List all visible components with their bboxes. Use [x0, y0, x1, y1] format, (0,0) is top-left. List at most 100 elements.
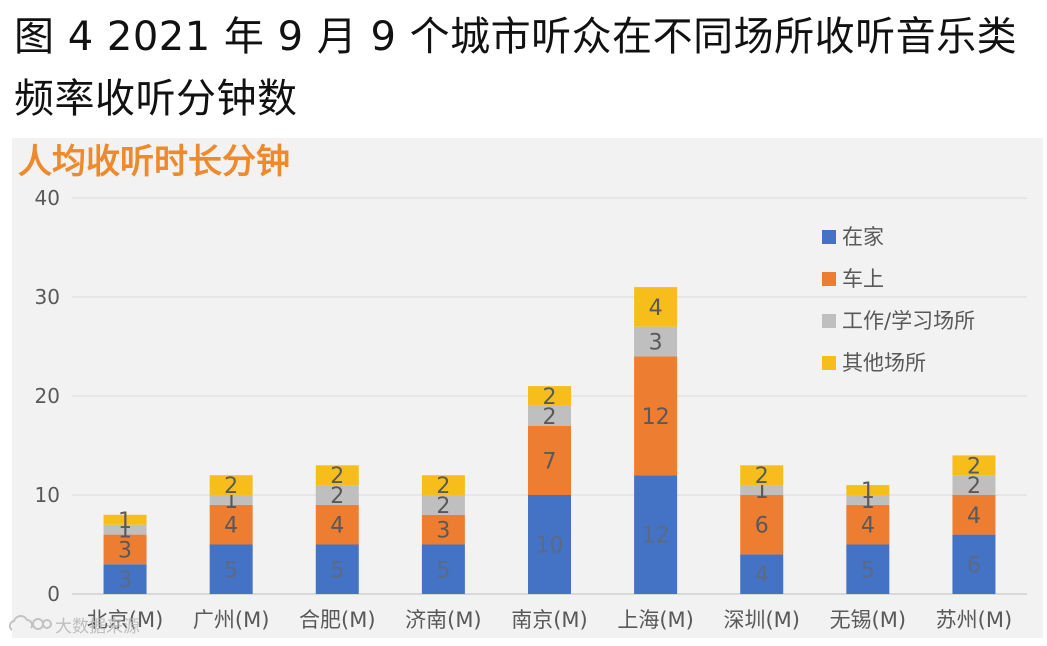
data-label: 2 — [543, 385, 557, 410]
bar-segment — [634, 326, 678, 357]
y-tick-label: 0 — [47, 582, 60, 606]
bar-segment — [740, 495, 784, 555]
data-label: 6 — [967, 553, 981, 578]
x-tick-label: 上海(M) — [617, 608, 694, 632]
chart-title: 人均收听时长分钟 — [18, 142, 290, 182]
bar-segment — [846, 495, 890, 505]
legend-label: 车上 — [842, 267, 884, 291]
bar-segment — [952, 455, 996, 476]
bar-segment — [315, 465, 359, 486]
legend-swatch — [822, 314, 836, 328]
bar-segment — [209, 475, 253, 495]
data-label: 3 — [118, 568, 132, 593]
x-tick-label: 无锡(M) — [830, 608, 907, 632]
bar-segment — [846, 485, 890, 495]
bar-segment — [209, 495, 253, 505]
y-tick-label: 30 — [35, 285, 60, 309]
bar-segment — [634, 356, 678, 476]
data-label: 2 — [967, 474, 981, 499]
legend-swatch — [822, 272, 836, 286]
data-label: 7 — [543, 449, 557, 474]
bar-segment — [846, 504, 890, 545]
data-label: 2 — [224, 474, 238, 499]
x-tick-label: 合肥(M) — [299, 608, 376, 632]
x-tick-label: 苏州(M) — [936, 608, 1013, 632]
y-tick-label: 20 — [35, 384, 60, 408]
data-label: 2 — [436, 494, 450, 519]
data-label: 4 — [224, 514, 238, 539]
data-label: 2 — [543, 405, 557, 430]
x-tick-label: 广州(M) — [193, 608, 270, 632]
bar-segment — [952, 475, 996, 495]
x-tick-label: 南京(M) — [511, 608, 588, 632]
data-label: 3 — [118, 538, 132, 563]
legend-swatch — [822, 356, 836, 370]
data-label: 5 — [436, 558, 450, 583]
bar-segment — [103, 524, 147, 535]
bar-segment — [421, 475, 465, 495]
data-label: 1 — [224, 489, 238, 514]
page-title: 图 4 2021 年 9 月 9 个城市听众在不同场所收听音乐类频率收听分钟数 — [14, 14, 1018, 122]
data-label: 1 — [118, 519, 132, 544]
data-label: 3 — [649, 331, 663, 356]
legend-label: 工作/学习场所 — [842, 309, 975, 333]
bar-segment — [209, 544, 253, 594]
stacked-bar-chart: 0102030403311北京(M)5412广州(M)5422合肥(M)5322… — [35, 186, 1027, 632]
data-label: 4 — [861, 514, 875, 539]
bar-segment — [952, 534, 996, 594]
data-label: 2 — [330, 484, 344, 509]
bar-segment — [740, 465, 784, 486]
data-label: 10 — [536, 534, 564, 559]
data-label: 2 — [755, 464, 769, 489]
bar-segment — [528, 425, 571, 495]
data-label: 4 — [330, 514, 344, 539]
data-label: 1 — [118, 509, 132, 534]
data-label: 1 — [861, 489, 875, 514]
bar-segment — [740, 485, 784, 495]
bar-segment — [103, 534, 147, 565]
legend-swatch — [822, 230, 836, 244]
chart-panel: 人均收听时长分钟 0 10 20 30 40 3 3 1 1 北京(M) 5 4 1 2 广州(M) 5 4 2 2… — [12, 138, 1043, 638]
bar-segment — [528, 405, 571, 426]
bar-segment — [528, 386, 571, 406]
legend-label: 其他场所 — [842, 351, 926, 375]
data-label: 5 — [861, 558, 875, 583]
y-tick-label: 10 — [35, 483, 60, 507]
data-label: 6 — [755, 514, 769, 539]
data-label: 2 — [967, 454, 981, 479]
legend-label: 在家 — [842, 225, 884, 249]
data-label: 12 — [642, 405, 670, 430]
bar-segment — [103, 564, 147, 594]
bar-segment — [209, 504, 253, 545]
watermark: 大数据来源 — [6, 612, 140, 637]
bar-segment — [421, 514, 465, 545]
data-label: 12 — [642, 524, 670, 549]
bar-segment — [421, 495, 465, 515]
cloud-logo-icon — [8, 614, 52, 631]
x-tick-label: 深圳(M) — [723, 608, 800, 632]
x-tick-label: 济南(M) — [405, 608, 482, 632]
data-label: 3 — [436, 519, 450, 544]
data-label: 2 — [330, 464, 344, 489]
bar-segment — [315, 485, 359, 505]
data-label: 4 — [967, 504, 981, 529]
bar-segment — [634, 475, 678, 594]
data-label: 1 — [755, 479, 769, 504]
bar-segment — [315, 504, 359, 545]
y-tick-label: 40 — [35, 186, 60, 210]
data-label: 5 — [224, 558, 238, 583]
bar-segment — [634, 287, 678, 327]
bar-segment — [846, 544, 890, 594]
data-label: 5 — [330, 558, 344, 583]
bar-segment — [315, 544, 359, 594]
bar-segment — [421, 544, 465, 594]
x-tick-label: 北京(M) — [87, 608, 164, 632]
bar-segment — [740, 554, 784, 594]
data-label: 4 — [755, 563, 769, 588]
watermark-text: 大数据来源 — [55, 617, 140, 637]
data-label: 4 — [649, 296, 663, 321]
data-label: 1 — [861, 479, 875, 504]
bar-segment — [103, 514, 147, 525]
bar-segment — [952, 495, 996, 535]
data-label: 2 — [436, 474, 450, 499]
